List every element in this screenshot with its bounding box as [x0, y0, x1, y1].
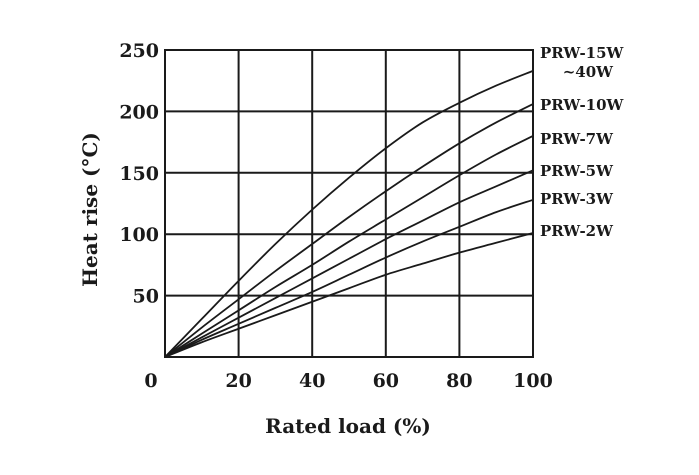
y-axis-title: Heat rise (°C): [78, 132, 102, 287]
series-line-prw-15w: [164, 70, 534, 358]
series-line-prw-2w: [164, 232, 534, 358]
series-labels: PRW-15W~40W PRW-10W PRW-7W PRW-5W PRW-3W PRW-…: [540, 44, 625, 240]
series-label-prw-15w: PRW-15W: [540, 44, 625, 62]
y-tick-label-150: 150: [119, 163, 159, 185]
y-tick-label-250: 250: [119, 40, 159, 62]
y-tick-label-100: 100: [119, 224, 159, 246]
series-line-prw-3w: [164, 198, 534, 358]
grid: [165, 50, 533, 357]
series-line-prw-5w: [164, 169, 534, 358]
x-tick-label-80: 80: [446, 370, 472, 392]
series-line-prw-7w: [164, 135, 534, 358]
series-label-prw-5w: PRW-5W: [540, 162, 614, 180]
series-label-prw-10w: PRW-10W: [540, 96, 625, 114]
x-tick-label-0: 0: [144, 370, 157, 392]
series-label-prw-15w-line2: ~40W: [563, 63, 614, 81]
x-tick-label-20: 20: [225, 370, 251, 392]
y-tick-labels: 50 100 150 200 250: [119, 40, 159, 308]
plot-frame: [164, 49, 534, 358]
series-lines: [164, 70, 534, 358]
x-tick-labels: 0 20 40 60 80 100: [144, 370, 552, 392]
series-label-prw-3w: PRW-3W: [540, 190, 614, 208]
y-tick-label-50: 50: [133, 286, 159, 308]
x-tick-label-60: 60: [373, 370, 399, 392]
series-label-prw-7w: PRW-7W: [540, 130, 614, 148]
x-axis-title: Rated load (%): [265, 414, 431, 438]
x-tick-label-40: 40: [299, 370, 325, 392]
y-tick-label-200: 200: [119, 101, 159, 123]
series-line-prw-10w: [164, 103, 534, 358]
series-label-prw-2w: PRW-2W: [540, 222, 614, 240]
x-tick-label-100: 100: [513, 370, 553, 392]
